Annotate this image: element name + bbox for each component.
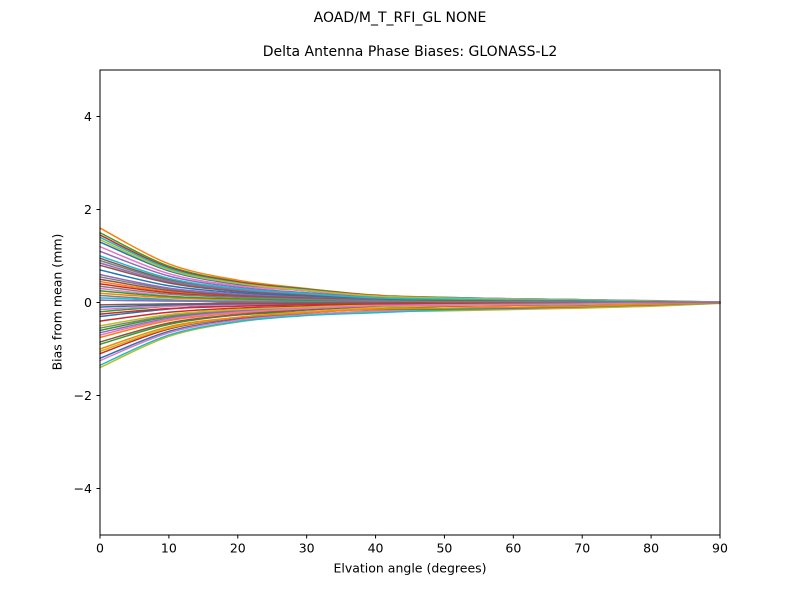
x-tick-label: 20 [230, 541, 246, 556]
x-tick-label: 80 [643, 541, 659, 556]
x-tick-label: 40 [368, 541, 384, 556]
x-tick-label: 0 [96, 541, 104, 556]
series-line-line-47 [99, 301, 721, 336]
y-tick-label: 0 [84, 295, 92, 310]
x-tick-label: 50 [436, 541, 452, 556]
y-tick-label: −4 [74, 481, 92, 496]
y-tick-label: −2 [74, 388, 92, 403]
x-tick-label: 30 [299, 541, 315, 556]
chart-subtitle: Delta Antenna Phase Biases: GLONASS-L2 [262, 44, 558, 60]
x-tick-label: 60 [505, 541, 521, 556]
y-tick-label: 2 [84, 202, 92, 217]
x-tick-label: 70 [574, 541, 590, 556]
y-tick-label: 4 [84, 109, 92, 124]
series-line-line-48 [99, 285, 721, 304]
x-tick-label: 10 [161, 541, 177, 556]
chart-title: AOAD/M_T_RFI_GL NONE [313, 10, 487, 26]
series-line-line-42 [99, 302, 721, 350]
x-tick-label: 90 [712, 541, 728, 556]
x-axis-label: Elvation angle (degrees) [333, 560, 487, 576]
